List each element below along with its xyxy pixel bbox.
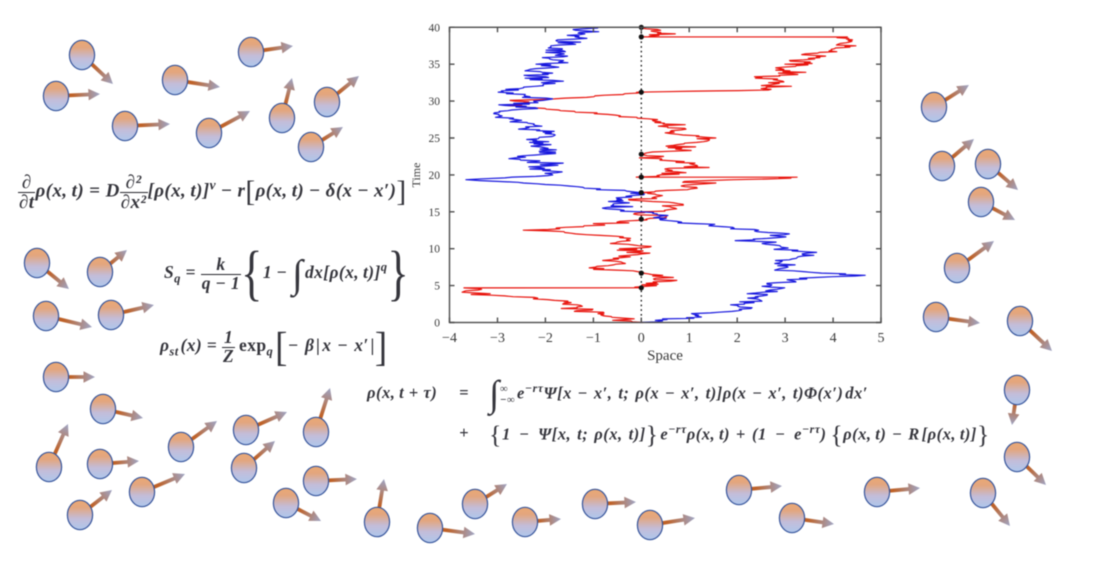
- svg-text:−4: −4: [442, 331, 457, 346]
- svg-text:Space: Space: [647, 348, 683, 364]
- svg-text:40: 40: [429, 22, 441, 34]
- svg-text:−1: −1: [586, 331, 601, 346]
- svg-text:0: 0: [638, 331, 645, 346]
- svg-text:4: 4: [830, 331, 837, 346]
- svg-text:3: 3: [782, 331, 789, 346]
- svg-text:10: 10: [429, 244, 441, 256]
- svg-text:0: 0: [434, 318, 440, 330]
- svg-text:5: 5: [878, 331, 885, 346]
- svg-text:−2: −2: [538, 331, 553, 346]
- svg-text:35: 35: [429, 59, 441, 71]
- svg-text:−3: −3: [490, 331, 505, 346]
- svg-text:1: 1: [686, 331, 693, 346]
- svg-text:30: 30: [429, 96, 441, 108]
- svg-text:5: 5: [434, 281, 440, 293]
- svg-text:20: 20: [429, 170, 441, 182]
- svg-text:15: 15: [429, 207, 441, 219]
- svg-text:2: 2: [734, 331, 741, 346]
- svg-text:25: 25: [429, 133, 441, 145]
- svg-text:Time: Time: [409, 163, 423, 188]
